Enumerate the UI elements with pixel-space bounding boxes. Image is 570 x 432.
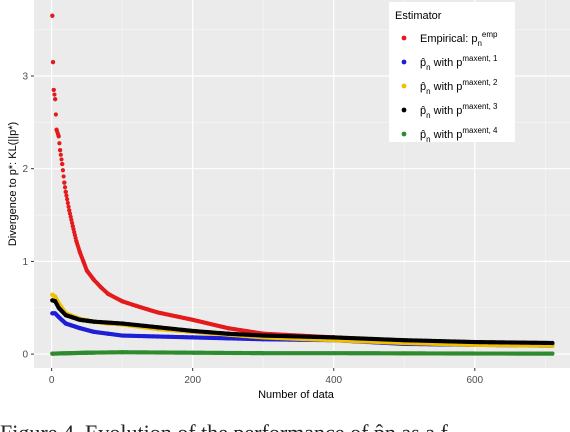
x-tick-label: 200 — [184, 375, 201, 386]
x-tick-label: 600 — [466, 375, 483, 386]
data-point — [67, 208, 72, 213]
data-point — [51, 87, 56, 93]
data-point — [65, 197, 70, 202]
data-point — [50, 60, 56, 65]
chart: 0 1 2 3 0 200 400 600 Number of data Divergenc… — [7, 0, 570, 401]
data-point — [58, 152, 63, 157]
data-point — [59, 157, 64, 162]
y-tick-label: 0 — [22, 350, 28, 361]
legend-item-4: p̂n with pmaxent, 3 — [401, 102, 498, 120]
data-point — [50, 13, 55, 18]
series-4 — [50, 298, 555, 346]
legend-entries: Empirical: pnemp p̂n with pmaxent, 1 p̂n w… — [401, 30, 498, 144]
data-point — [60, 161, 65, 167]
legend-key — [401, 83, 407, 89]
data-point — [52, 92, 57, 97]
legend-key — [401, 35, 407, 41]
legend-label: p̂n with pmaxent, 3 — [420, 102, 498, 120]
legend-box — [389, 2, 515, 142]
legend-item-3: p̂n with pmaxent, 2 — [401, 78, 498, 96]
series-5 — [50, 350, 555, 356]
data-point — [68, 214, 73, 219]
data-point — [57, 148, 63, 153]
data-point — [550, 340, 555, 346]
data-point — [64, 193, 69, 198]
y-tick-label: 2 — [22, 164, 28, 175]
data-point — [61, 174, 66, 179]
data-point — [56, 134, 61, 139]
legend-title: Estimator — [395, 10, 442, 22]
legend-item-5: p̂n with pmaxent, 4 — [401, 126, 498, 144]
x-axis-title: Number of data — [258, 389, 335, 401]
data-point — [62, 185, 68, 190]
legend-key — [401, 59, 407, 65]
x-axis: 0 200 400 600 — [49, 368, 484, 386]
data-point — [62, 180, 67, 185]
legend-key — [401, 107, 407, 113]
y-axis-title: Divergence to p*: KL(||p*) — [7, 122, 19, 246]
data-point — [69, 220, 75, 226]
legend-item-2: p̂n with pmaxent, 1 — [401, 54, 498, 72]
legend-label: Empirical: pnemp — [420, 30, 498, 48]
data-point — [63, 189, 68, 194]
legend-item-1: Empirical: pnemp — [401, 30, 498, 48]
x-tick-label: 400 — [325, 375, 342, 386]
legend: Estimator Empirical: pnemp p̂n with pmaxe… — [389, 2, 515, 144]
legend-label: p̂n with pmaxent, 1 — [420, 54, 498, 72]
legend-label: p̂n with pmaxent, 4 — [420, 126, 498, 144]
data-point — [550, 351, 555, 356]
data-point — [53, 97, 58, 102]
data-point — [66, 204, 71, 209]
data-point — [57, 141, 62, 146]
y-tick-label: 3 — [22, 72, 28, 83]
data-point — [65, 200, 70, 206]
data-point — [67, 211, 73, 216]
figure-caption: Figure 4. Evolution of the performance o… — [0, 418, 570, 432]
legend-label: p̂n with pmaxent, 2 — [420, 78, 498, 96]
data-point — [60, 168, 66, 173]
legend-key — [401, 131, 407, 137]
series-layer — [50, 13, 555, 356]
x-tick-label: 0 — [49, 375, 55, 386]
data-point — [53, 112, 58, 117]
data-point — [69, 217, 74, 222]
y-tick-label: 1 — [22, 257, 28, 268]
y-axis: 0 1 2 3 — [22, 72, 34, 361]
